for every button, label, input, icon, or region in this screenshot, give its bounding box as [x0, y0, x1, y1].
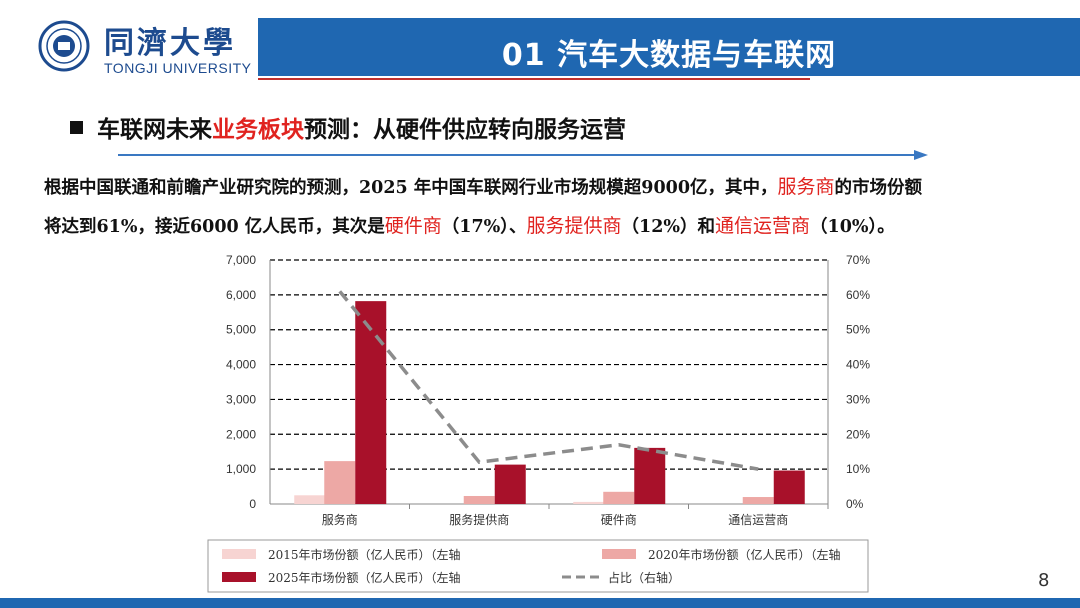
bar-2-2 [634, 447, 666, 504]
legend-swatch-0 [222, 549, 256, 559]
title-underline [258, 78, 810, 80]
title-bar: 01 汽车大数据与车联网 [258, 18, 1080, 76]
y-right-tick-label: 0% [846, 497, 864, 511]
paragraph-text: （17%）、 [441, 217, 527, 237]
x-tick-label: 硬件商 [601, 512, 637, 527]
subtitle-after: 预测：从硬件供应转向服务运营 [304, 117, 626, 143]
bar-1-2 [603, 491, 635, 504]
legend-label-1: 2020年市场份额（亿人民币）（左轴 [648, 547, 841, 562]
highlight-service-provider: 服务提供商 [526, 215, 622, 237]
bottom-bar [0, 598, 1080, 608]
bar-1-1 [463, 495, 495, 504]
highlight-service: 服务商 [777, 176, 835, 198]
university-name-en: TONGJI UNIVERSITY [104, 60, 252, 76]
bar-2-0 [355, 301, 387, 504]
highlight-hardware: 硬件商 [384, 215, 442, 237]
legend-label-2: 2025年市场份额（亿人民币）（左轴 [268, 570, 461, 585]
right-arrow-icon [118, 150, 928, 160]
paragraph-text: （12%）和 [621, 217, 716, 237]
y-left-tick-label: 0 [249, 497, 256, 511]
legend-swatch-1 [602, 549, 636, 559]
y-right-tick-label: 20% [846, 427, 870, 441]
bar-0-0 [294, 495, 326, 504]
bar-1-0 [324, 461, 356, 504]
page-title: 01 汽车大数据与车联网 [501, 38, 837, 73]
y-left-tick-label: 2,000 [226, 427, 256, 441]
paragraph-text: （10%）。 [810, 217, 895, 237]
bar-2-3 [773, 470, 805, 504]
paragraph-line-1: 根据中国联通和前瞻产业研究院的预测，2025 年中国车联网行业市场规模超9000… [44, 168, 1064, 207]
y-left-tick-label: 7,000 [226, 253, 256, 267]
legend-label-0: 2015年市场份额（亿人民币）（左轴 [268, 547, 461, 562]
paragraph-text: 将达到61%，接近6000 亿人民币，其次是 [44, 217, 385, 237]
highlight-telecom: 通信运营商 [715, 215, 811, 237]
x-tick-label: 通信运营商 [728, 512, 788, 527]
paragraph-line-2: 将达到61%，接近6000 亿人民币，其次是硬件商（17%）、服务提供商（12%… [44, 207, 1064, 246]
subtitle-highlight: 业务板块 [212, 117, 304, 143]
y-left-tick-label: 1,000 [226, 462, 256, 476]
paragraph-text: 根据中国联通和前瞻产业研究院的预测，2025 年中国车联网行业市场规模超9000… [44, 178, 778, 198]
x-tick-label: 服务提供商 [449, 512, 509, 527]
y-right-tick-label: 50% [846, 323, 870, 337]
square-bullet-icon [70, 121, 83, 134]
line-series-share [338, 290, 759, 471]
y-right-tick-label: 40% [846, 358, 870, 372]
section-subtitle: 车联网未来业务板块预测：从硬件供应转向服务运营 [70, 110, 626, 144]
legend-box [207, 539, 869, 593]
university-logo: 同濟大學 TONGJI UNIVERSITY [0, 0, 258, 90]
bar-1-3 [742, 497, 774, 504]
description-paragraph: 根据中国联通和前瞻产业研究院的预测，2025 年中国车联网行业市场规模超9000… [44, 168, 1064, 246]
y-left-tick-label: 5,000 [226, 323, 256, 337]
y-right-tick-label: 30% [846, 392, 870, 406]
y-right-tick-label: 70% [846, 253, 870, 267]
bar-2-1 [494, 464, 526, 504]
university-name-cn: 同濟大學 [104, 26, 236, 61]
subtitle-before: 车联网未来 [97, 117, 212, 143]
paragraph-text: 的市场份额 [834, 178, 923, 198]
y-right-tick-label: 10% [846, 462, 870, 476]
legend-swatch-2 [222, 572, 256, 582]
y-left-tick-label: 6,000 [226, 288, 256, 302]
y-right-tick-label: 60% [846, 288, 870, 302]
page-number: 8 [1038, 570, 1050, 591]
y-left-tick-label: 3,000 [226, 392, 256, 406]
y-left-tick-label: 4,000 [226, 358, 256, 372]
legend-label-3: 占比（右轴） [608, 570, 680, 585]
x-tick-label: 服务商 [322, 512, 358, 527]
bar-0-2 [573, 501, 605, 504]
university-seal-icon [38, 20, 90, 72]
